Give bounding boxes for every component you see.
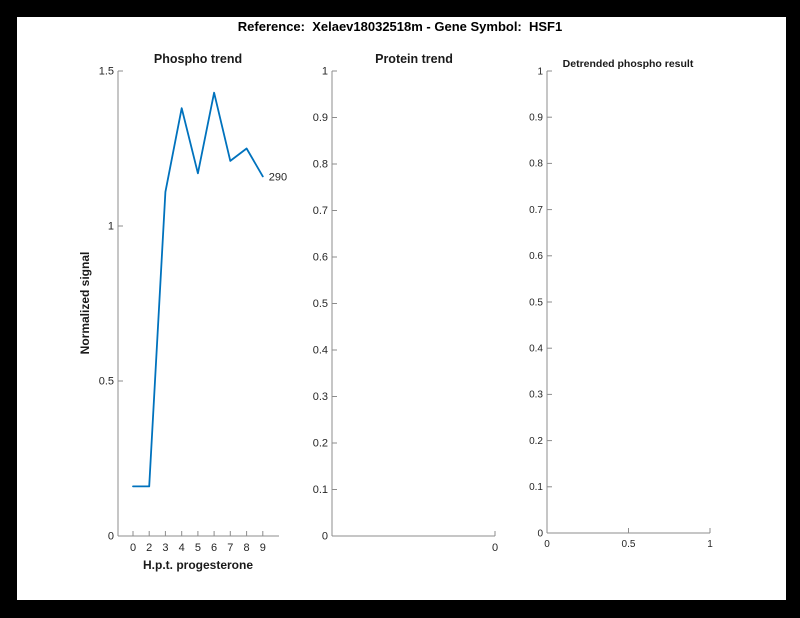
y-tick-label: 1 [322,66,328,78]
x-tick-label: 0 [492,542,498,554]
x-axis-label: H.p.t. progesterone [142,558,254,572]
y-tick-label: 0.1 [313,484,328,496]
chart-title-protein-trend: Protein trend [375,52,453,66]
x-tick-label: 1 [707,539,713,550]
chart-3-axes: 0 0.1 0.2 0.3 0.4 0.5 0.6 0.7 0.8 0.9 1 0 0.5 1 [529,66,713,550]
x-tick-label: 0.5 [622,539,636,550]
x-tick-label: 0 [130,542,136,554]
chart-2-axes: 0 0.1 0.2 0.3 0.4 0.5 0.6 0.7 0.8 0.9 1 0 [313,66,498,554]
y-tick-label: 0.8 [529,159,543,170]
y-tick-label: 0.2 [313,438,328,450]
series-end-label: 290 [269,171,287,183]
y-tick-label: 0.2 [529,436,543,447]
x-tick-label: 2 [146,542,152,554]
y-tick-label: 0 [108,531,114,543]
y-tick-label: 0.5 [99,376,114,388]
y-tick-label: 0.5 [529,297,543,308]
figure-title: Reference: Xelaev18032518m - Gene Symbol… [237,19,563,34]
y-tick-label: 0.1 [529,482,543,493]
trend-line-series [132,91,264,488]
x-tick-label: 3 [162,542,168,554]
y-tick-label: 0.7 [313,205,328,217]
x-tick-label: 4 [179,542,185,554]
x-tick-label: 8 [244,542,250,554]
y-tick-label: 1 [537,66,543,77]
y-tick-label: 0.4 [313,345,328,357]
figure-canvas [17,17,786,600]
y-tick-label: 0 [537,528,543,539]
y-tick-label: 0.8 [313,159,328,171]
y-tick-label: 0.9 [529,113,543,124]
chart-title-phospho-trend: Phospho trend [153,52,243,66]
y-tick-label: 1.5 [99,66,114,78]
x-tick-label: 7 [227,542,233,554]
y-tick-label: 0.6 [313,252,328,264]
x-tick-label: 0 [544,539,550,550]
y-tick-label: 0.5 [313,298,328,310]
y-tick-label: 0.4 [529,344,543,355]
y-tick-label: 0.3 [313,391,328,403]
y-tick-label: 0.7 [529,205,543,216]
y-tick-label: 0 [322,531,328,543]
x-tick-label: 6 [211,542,217,554]
chart-title-detrended-phospho: Detrended phospho result [562,58,694,70]
y-tick-label: 0.6 [529,251,543,262]
y-tick-label: 0.9 [313,112,328,124]
y-tick-label: 0.3 [529,390,543,401]
y-tick-label: 1 [108,221,114,233]
x-tick-label: 9 [260,542,266,554]
x-tick-label: 5 [195,542,201,554]
